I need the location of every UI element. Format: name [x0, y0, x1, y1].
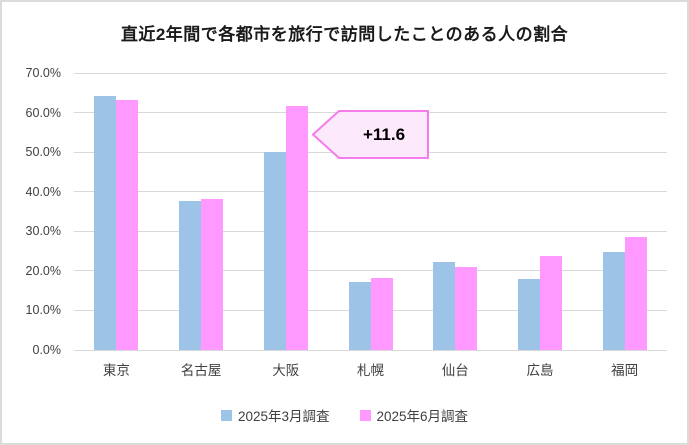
x-category-label: 大阪: [272, 363, 300, 378]
bar-広島-2025年3月調査: [517, 278, 540, 350]
legend: 2025年3月調査 2025年6月調査: [2, 405, 687, 425]
bar-仙台-2025年3月調査: [433, 262, 456, 350]
plot-area: [74, 72, 667, 351]
legend-item: 2025年6月調査: [359, 405, 469, 425]
bar-group-広島: [498, 73, 583, 350]
gridline: [74, 230, 667, 232]
bar-仙台-2025年6月調査: [455, 266, 478, 350]
x-category-label: 広島: [526, 363, 554, 378]
bar-group-名古屋: [159, 73, 244, 350]
bar-東京-2025年6月調査: [116, 99, 139, 350]
gridline: [74, 349, 667, 351]
legend-swatch-icon: [359, 409, 371, 421]
y-tick-label: 60.0%: [25, 105, 61, 120]
bar-大阪-2025年6月調査: [285, 106, 308, 350]
y-tick-label: 10.0%: [25, 303, 61, 318]
bar-東京-2025年3月調査: [94, 96, 117, 350]
x-axis-labels: 東京 名古屋 大阪 札幌 仙台 広島 福岡: [74, 359, 667, 379]
gridline: [74, 72, 667, 74]
bar-札幌-2025年6月調査: [370, 278, 393, 350]
annotation-text: +11.6: [362, 124, 406, 144]
y-tick-label: 20.0%: [25, 263, 61, 278]
chart-title: 直近2年間で各都市を旅行で訪問したことのある人の割合: [120, 25, 569, 44]
bar-福岡-2025年6月調査: [624, 236, 647, 350]
bar-名古屋-2025年3月調査: [179, 201, 202, 350]
gridline: [74, 270, 667, 272]
x-category-label: 福岡: [611, 363, 639, 378]
bar-group-仙台: [413, 73, 498, 350]
bar-groups: [74, 73, 667, 350]
legend-swatch-icon: [220, 409, 232, 421]
bar-group-東京: [74, 73, 159, 350]
legend-item: 2025年3月調査: [220, 405, 330, 425]
y-tick-label: 40.0%: [25, 184, 61, 199]
bar-group-大阪: [243, 73, 328, 350]
bar-大阪-2025年3月調査: [263, 152, 286, 350]
gridline: [74, 191, 667, 193]
annotation-callout: +11.6: [312, 109, 430, 160]
bar-札幌-2025年3月調査: [348, 282, 371, 350]
bar-広島-2025年6月調査: [539, 256, 562, 350]
y-tick-label: 0.0%: [32, 343, 62, 357]
legend-label: 2025年3月調査: [237, 409, 330, 424]
x-category-label: 名古屋: [180, 363, 222, 378]
bar-group-札幌: [328, 73, 413, 350]
bar-福岡-2025年3月調査: [602, 251, 625, 350]
bar-名古屋-2025年6月調査: [201, 198, 224, 350]
x-category-label: 仙台: [441, 363, 469, 378]
x-category-label: 東京: [102, 363, 130, 378]
callout-arrow-shape: [312, 110, 429, 159]
y-tick-label: 70.0%: [25, 66, 61, 80]
legend-label: 2025年6月調査: [376, 409, 469, 424]
x-category-label: 札幌: [357, 363, 385, 378]
bar-group-福岡: [582, 73, 667, 350]
y-tick-label: 50.0%: [25, 145, 61, 160]
y-tick-label: 30.0%: [25, 224, 61, 239]
